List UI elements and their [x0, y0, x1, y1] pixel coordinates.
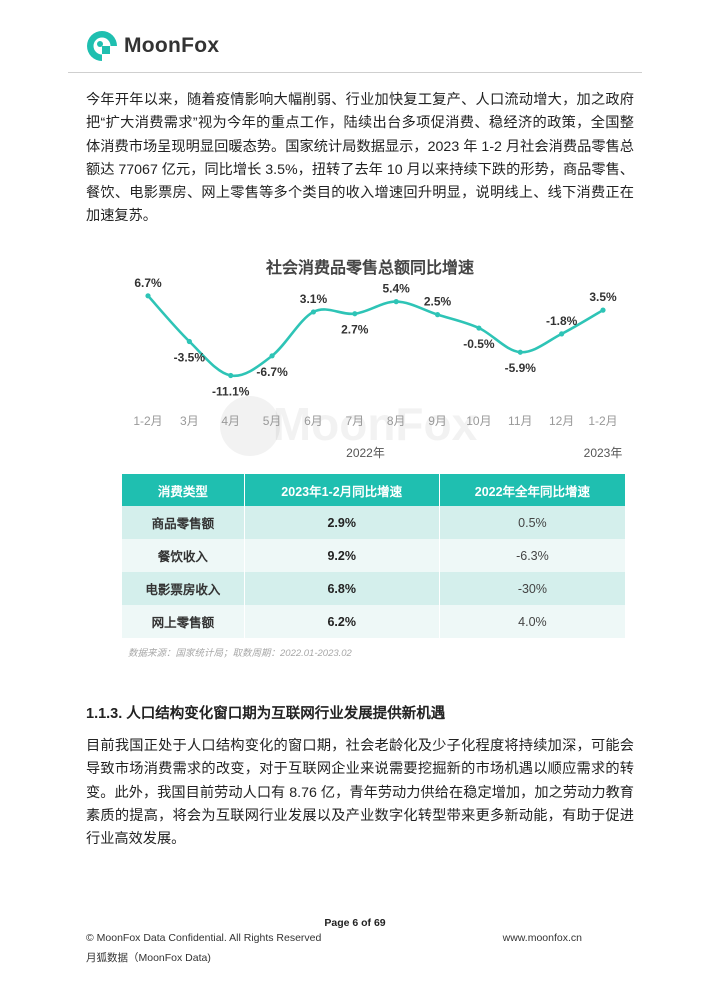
x-tick-label: 12月 [549, 414, 574, 428]
table-cell: -6.3% [439, 539, 625, 572]
data-point [310, 309, 317, 315]
source-note: 数据来源：国家统计局；取数周期：2022.01-2023.02 [128, 648, 352, 659]
header-divider [68, 72, 642, 73]
data-label: 3.1% [300, 292, 328, 306]
data-label: -1.8% [546, 314, 578, 328]
table-cell: 6.2% [244, 605, 440, 638]
table-cell: 9.2% [244, 539, 440, 572]
header: MoonFox [86, 26, 219, 66]
data-point [186, 338, 192, 345]
x-tick-label: 5月 [263, 414, 282, 428]
data-label: -3.5% [174, 350, 206, 364]
x-tick-label: 8月 [387, 414, 406, 428]
chart: 社会消费品零售总额同比增速 MoonFox 6.7% -3.5% -11.1% -6.7… [120, 248, 630, 468]
data-label: 2.7% [341, 323, 369, 337]
data-label: -11.1% [212, 384, 250, 398]
data-point [393, 299, 399, 305]
watermark-logo-icon [220, 396, 280, 456]
table-cell: 商品零售额 [122, 506, 245, 539]
table-row: 电影票房收入 6.8% -30% [122, 572, 625, 605]
data-point [476, 325, 482, 331]
footer-website: www.moonfox.cn [502, 932, 582, 944]
table-row: 网上零售额 6.2% 4.0% [122, 605, 625, 638]
table-cell: 4.0% [439, 605, 625, 638]
data-point [228, 372, 234, 379]
series-line [147, 294, 604, 378]
data-point [145, 293, 151, 299]
footer-company: 月狐数据（MoonFox Data) [86, 952, 211, 964]
data-point [269, 353, 275, 359]
table-cell: 0.5% [439, 506, 625, 539]
x-tick-label: 7月 [345, 414, 364, 428]
table-header-cell: 消费类型 [122, 474, 245, 506]
growth-table: 消费类型 2023年1-2月同比增速 2022年全年同比增速 商品零售额 2.9… [122, 474, 625, 638]
table-cell: 2.9% [244, 506, 440, 539]
data-point [600, 307, 606, 313]
table-cell: 餐饮收入 [122, 539, 245, 572]
data-point [517, 349, 523, 355]
data-point [352, 311, 358, 317]
section-title: 1.1.3. 人口结构变化窗口期为互联网行业发展提供新机遇 [86, 706, 446, 722]
year-label-2023: 2023年 [584, 446, 623, 460]
data-point [434, 312, 441, 318]
table-row: 餐饮收入 9.2% -6.3% [122, 539, 625, 572]
table-cell: -30% [439, 572, 625, 605]
data-label: 2.5% [424, 295, 452, 309]
section-paragraph: 目前我国正处于人口结构变化的窗口期，社会老龄化及少子化程度将持续加深，可能会导致… [86, 738, 634, 848]
data-label: -0.5% [463, 337, 495, 351]
x-tick-label: 1-2月 [133, 414, 162, 428]
x-tick-label: 10月 [466, 414, 491, 428]
logo-text: MoonFox [124, 34, 220, 57]
year-label-2022: 2022年 [346, 446, 385, 460]
chart-title: 社会消费品零售总额同比增速 [265, 260, 474, 277]
table-cell: 电影票房收入 [122, 572, 245, 605]
x-tick-label: 6月 [304, 414, 323, 428]
data-point [559, 331, 565, 337]
data-label: -5.9% [505, 361, 537, 375]
table-header-cell: 2022年全年同比增速 [439, 474, 625, 506]
x-tick-label: 9月 [428, 414, 447, 428]
x-tick-label: 1-2月 [588, 414, 617, 428]
data-label: 6.7% [134, 276, 162, 290]
x-tick-label: 4月 [221, 414, 240, 428]
data-label: -6.7% [256, 365, 288, 379]
moonfox-logo-icon [87, 31, 117, 61]
page-number: Page 6 of 69 [324, 917, 386, 929]
table-header-cell: 2023年1-2月同比增速 [244, 474, 440, 506]
footer-copyright: © MoonFox Data Confidential. All Rights … [86, 932, 322, 944]
line-chart: MoonFox 6.7% -3.5% -11.1% -6.7% 3.1% 2.7% 5.4% 2… [133, 276, 623, 460]
x-tick-label: 3月 [180, 414, 199, 428]
intro-paragraph: 今年开年以来，随着疫情影响大幅削弱、行业加快复工复产、人口流动增大，加之政府把“… [86, 92, 634, 225]
table-cell: 网上零售额 [122, 605, 245, 638]
x-tick-label: 11月 [508, 414, 532, 428]
table-row: 商品零售额 2.9% 0.5% [122, 506, 625, 539]
data-label: 5.4% [383, 282, 411, 296]
data-label: 3.5% [589, 290, 617, 304]
table-cell: 6.8% [244, 572, 440, 605]
watermark-text: MoonFox [273, 398, 478, 450]
table-header-row: 消费类型 2023年1-2月同比增速 2022年全年同比增速 [122, 474, 625, 506]
